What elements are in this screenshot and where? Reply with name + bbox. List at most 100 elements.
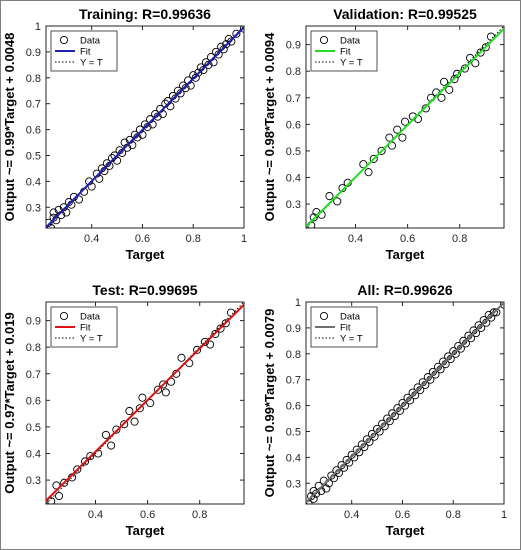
- training-ytick-label: 0.6: [26, 125, 41, 137]
- training-data-point: [204, 60, 213, 69]
- validation-data-point: [325, 192, 334, 201]
- all-data-point: [337, 461, 346, 470]
- all-data-point: [312, 489, 321, 498]
- validation-data-layer: [306, 26, 504, 228]
- test-ytick-label: 0.6: [26, 395, 41, 407]
- test-legend-fit-label: Fit: [80, 323, 91, 334]
- training-data-point: [64, 198, 73, 207]
- validation-ytick-label: 0.9: [286, 40, 301, 52]
- all-data-point: [342, 455, 351, 465]
- all-data-point: [327, 471, 336, 480]
- validation-data-point: [476, 48, 485, 57]
- all-data-layer: [306, 302, 504, 504]
- validation-ytick-label: 0.7: [286, 93, 301, 105]
- validation-xtick-label: 0.6: [400, 233, 415, 245]
- validation-data-point: [400, 117, 410, 126]
- validation-data-point: [445, 85, 454, 94]
- training-data-point: [214, 50, 223, 59]
- all-legend-data-label: Data: [340, 312, 361, 323]
- all-ytick-label: 0.9: [286, 323, 301, 335]
- validation-data-point: [481, 43, 490, 52]
- test-data-point: [60, 478, 69, 487]
- all-xtick-label: 0.6: [395, 509, 410, 521]
- all-data-point: [307, 492, 316, 501]
- test-data-point: [138, 393, 147, 402]
- test-data-point: [159, 380, 168, 389]
- test-data-layer: [46, 302, 244, 504]
- validation-data-point: [369, 154, 378, 163]
- all-xtick-label: 1: [501, 509, 507, 521]
- all-data-point: [388, 409, 397, 418]
- test-data-point: [135, 404, 144, 413]
- training-xlabel: Target: [126, 247, 165, 262]
- training-data-point: [191, 73, 200, 82]
- validation-data-point: [364, 168, 373, 177]
- test-ytick-label: 0.8: [26, 342, 41, 354]
- validation-legend-identity-label: Y = T: [340, 58, 363, 69]
- validation-data-point: [338, 184, 347, 193]
- all-xtick-label: 0.4: [344, 509, 359, 521]
- test-data-point: [216, 324, 225, 333]
- test-ytick-label: 0.7: [26, 369, 41, 381]
- all-ytick-label: 0.6: [286, 401, 301, 413]
- test-panel: Test: R=0.99695 Target Output ~= 0.97*Targ…: [2, 282, 245, 538]
- test-data-point: [54, 491, 64, 501]
- test-data-point: [193, 345, 202, 354]
- validation-data-point: [359, 160, 368, 169]
- validation-data-point: [309, 213, 318, 222]
- test-data-point: [130, 417, 139, 426]
- training-data-point: [181, 84, 190, 93]
- test-ytick-label: 0.3: [26, 475, 41, 487]
- test-title: Test: R=0.99695: [92, 282, 197, 298]
- all-data-point: [492, 308, 501, 317]
- validation-data-point: [377, 146, 386, 155]
- test-xlabel: Target: [126, 523, 165, 538]
- all-data-point: [403, 393, 412, 402]
- all-xlabel: Target: [386, 523, 425, 538]
- training-legend-data-label: Data: [80, 36, 101, 47]
- test-data-point: [177, 353, 186, 362]
- test-data-point: [211, 329, 220, 338]
- all-legend-data-marker: [319, 311, 329, 321]
- training-data-point: [47, 223, 56, 228]
- all-data-point: [373, 424, 382, 433]
- training-data-point: [120, 138, 129, 147]
- validation-legend-data-marker: [319, 35, 329, 45]
- test-data-point: [81, 457, 90, 466]
- training-data-point: [199, 65, 208, 75]
- training-legend-fit-label: Fit: [80, 47, 91, 58]
- training-panel: Training: R=0.99636 Target Output ~= 0.99*…: [2, 6, 247, 262]
- training-ytick-label: 1: [35, 21, 41, 33]
- all-data-point: [322, 484, 331, 493]
- training-data-point: [219, 45, 228, 54]
- test-xtick-label: 0.4: [88, 509, 103, 521]
- training-data-point: [153, 112, 162, 121]
- validation-ylabel: Output ~= 0.98*Target + 0.0094: [262, 32, 277, 221]
- test-ylabel: Output ~= 0.97*Target + 0.019: [2, 312, 17, 493]
- validation-xtick-label: 0.4: [348, 233, 363, 245]
- all-data-point: [489, 308, 498, 317]
- training-title: Training: R=0.99636: [79, 6, 211, 22]
- training-ylabel: Output ~= 0.99*Target + 0.0048: [2, 33, 17, 222]
- test-xtick-label: 0.6: [140, 509, 155, 521]
- all-ytick-label: 0.8: [286, 349, 301, 361]
- training-data-point: [194, 68, 203, 77]
- validation-data-point: [385, 133, 394, 142]
- all-data-point: [332, 466, 341, 475]
- test-data-point: [101, 430, 110, 439]
- test-data-point: [206, 340, 215, 349]
- all-ytick-label: 0.4: [286, 452, 301, 464]
- all-ytick-label: 0.7: [286, 375, 301, 387]
- training-data-point: [49, 208, 58, 217]
- all-data-point: [347, 450, 356, 459]
- training-ytick-label: 0.7: [26, 99, 41, 111]
- training-xtick-label: 0.8: [186, 233, 201, 245]
- all-legend-fit-label: Fit: [340, 323, 351, 334]
- validation-legend-fit-label: Fit: [340, 47, 351, 58]
- all-data-point: [378, 419, 387, 428]
- validation-data-point: [398, 133, 407, 142]
- all-xtick-label: 0.8: [446, 509, 461, 521]
